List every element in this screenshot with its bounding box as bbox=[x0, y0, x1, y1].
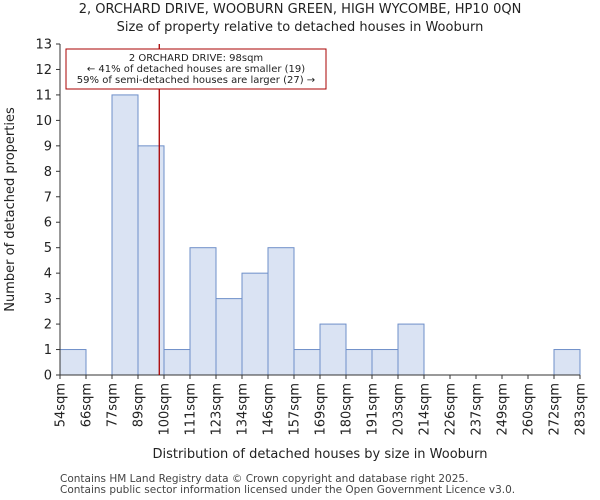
histogram-bar bbox=[267, 247, 295, 376]
histogram-bar bbox=[137, 145, 165, 376]
x-axis-label: Distribution of detached houses by size … bbox=[152, 447, 487, 462]
y-tick-label: 4 bbox=[44, 267, 52, 282]
annotation-smaller-text: ← 41% of detached houses are smaller (19… bbox=[87, 64, 305, 75]
histogram-bar bbox=[111, 94, 139, 376]
histogram-bar bbox=[319, 323, 347, 376]
x-tick-label: 54sqm bbox=[54, 383, 69, 427]
footer-copyright: Contains HM Land Registry data © Crown c… bbox=[60, 473, 469, 485]
y-tick-label: 0 bbox=[44, 369, 52, 384]
histogram-bar bbox=[397, 323, 425, 376]
chart-title: Size of property relative to detached ho… bbox=[116, 20, 484, 35]
y-tick-label: 3 bbox=[44, 292, 52, 307]
y-tick-label: 2 bbox=[44, 318, 52, 333]
x-tick-label: 249sqm bbox=[496, 383, 511, 436]
x-tick-label: 260sqm bbox=[522, 383, 537, 436]
x-tick-label: 146sqm bbox=[262, 383, 277, 436]
y-tick-label: 10 bbox=[35, 114, 52, 129]
y-tick-label: 8 bbox=[44, 165, 52, 180]
x-tick-label: 214sqm bbox=[418, 383, 433, 436]
x-tick-label: 157sqm bbox=[288, 383, 303, 436]
annotation-property-label: 2 ORCHARD DRIVE: 98sqm bbox=[129, 53, 263, 64]
x-tick-label: 203sqm bbox=[392, 383, 407, 436]
x-tick-label: 191sqm bbox=[366, 383, 381, 436]
y-tick-label: 12 bbox=[35, 63, 52, 78]
histogram-bar bbox=[553, 349, 581, 376]
annotation-larger-text: 59% of semi-detached houses are larger (… bbox=[77, 75, 315, 86]
x-tick-label: 100sqm bbox=[158, 383, 173, 436]
histogram-bar bbox=[189, 247, 217, 376]
x-tick-label: 226sqm bbox=[444, 383, 459, 436]
histogram-bar bbox=[215, 298, 243, 376]
y-tick-label: 13 bbox=[35, 38, 52, 53]
histogram-bar bbox=[59, 349, 87, 376]
x-tick-label: 77sqm bbox=[106, 383, 121, 427]
y-tick-label: 11 bbox=[35, 88, 52, 103]
x-tick-label: 272sqm bbox=[548, 383, 563, 436]
x-tick-label: 237sqm bbox=[470, 383, 485, 436]
histogram-bar bbox=[241, 272, 269, 376]
x-tick-label: 66sqm bbox=[80, 383, 95, 427]
y-axis-label: Number of detached properties bbox=[3, 107, 18, 312]
histogram-bar bbox=[371, 349, 399, 376]
x-tick-label: 169sqm bbox=[314, 383, 329, 436]
x-tick-label: 111sqm bbox=[184, 383, 199, 436]
histogram-bar bbox=[163, 349, 191, 376]
y-tick-label: 6 bbox=[44, 216, 52, 231]
x-tick-label: 180sqm bbox=[340, 383, 355, 436]
annotation-box bbox=[65, 48, 327, 90]
y-tick-label: 5 bbox=[44, 241, 52, 256]
x-tick-label: 89sqm bbox=[132, 383, 147, 427]
y-tick-label: 1 bbox=[44, 343, 52, 358]
histogram-bar bbox=[345, 349, 373, 376]
y-tick-label: 9 bbox=[44, 139, 52, 154]
x-tick-label: 123sqm bbox=[210, 383, 225, 436]
chart-title-address: 2, ORCHARD DRIVE, WOOBURN GREEN, HIGH WY… bbox=[78, 2, 522, 17]
x-tick-label: 134sqm bbox=[236, 383, 251, 436]
footer-licence: Contains public sector information licen… bbox=[60, 484, 516, 496]
x-tick-label: 283sqm bbox=[574, 383, 589, 436]
histogram-bar bbox=[293, 349, 321, 376]
y-tick-label: 7 bbox=[44, 190, 52, 205]
